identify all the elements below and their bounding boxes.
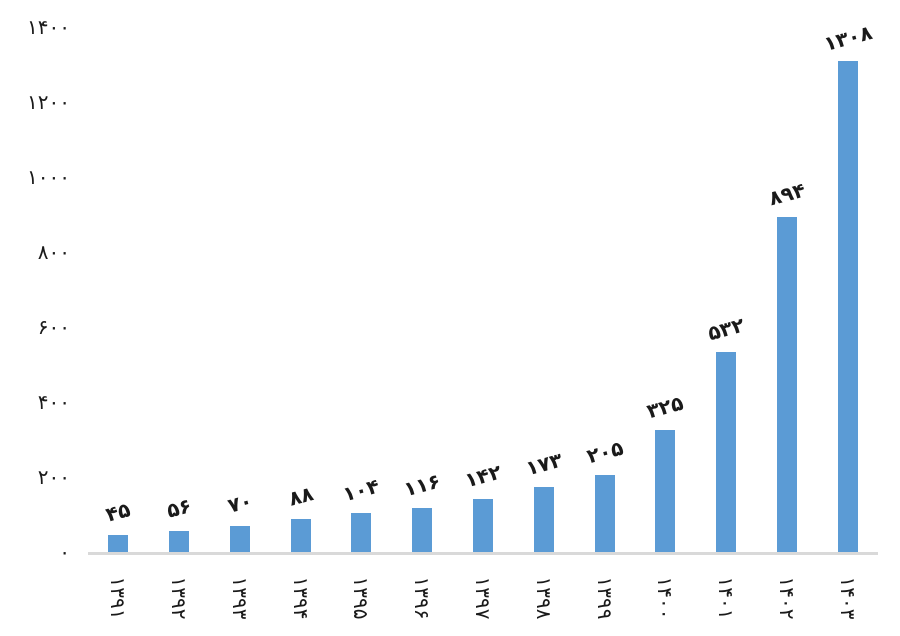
bar [108,535,128,552]
x-tick-label: ۱۴۰۲ [775,576,799,620]
bar-value-label: ۲۰۵ [584,435,626,469]
y-tick-label: ۶۰۰ [37,315,70,339]
x-tick-label: ۱۴۰۱ [714,576,738,620]
x-tick-label: ۱۴۰۳ [836,576,860,620]
bar-value-label: ۳۲۵ [644,390,686,424]
bar [351,513,371,552]
x-tick-label: ۱۳۹۹ [593,576,617,620]
x-tick-label: ۱۳۹۵ [349,576,373,620]
x-tick-label: ۱۳۹۸ [532,576,556,620]
bar [291,519,311,552]
y-tick-label: ۸۰۰ [37,240,70,264]
bar-value-label: ۱۳۰۸ [821,20,875,56]
bar [655,430,675,552]
x-tick-label: ۱۳۹۲ [167,576,191,620]
x-tick-label: ۱۳۹۴ [289,576,313,620]
bar [838,61,858,552]
y-tick-label: ۱۰۰۰ [27,165,70,189]
bar-value-label: ۸۹۴ [766,177,808,211]
y-tick-label: ۴۰۰ [37,390,70,414]
x-tick-label: ۱۳۹۷ [471,576,495,620]
bar [716,352,736,552]
bar-value-label: ۵۳۲ [705,312,747,346]
x-tick-label: ۱۳۹۶ [410,576,434,620]
x-tick-label: ۱۴۰۰ [653,576,677,620]
y-tick-label: ۱۴۰۰ [27,15,70,39]
y-tick-label: ۱۲۰۰ [27,90,70,114]
bar [230,526,250,552]
bar [595,475,615,552]
y-tick-label: ۰ [59,540,70,564]
y-tick-label: ۲۰۰ [37,465,70,489]
bar [169,531,189,552]
bar [473,499,493,552]
x-tick-label: ۱۳۹۳ [228,576,252,620]
x-axis-line [88,552,878,555]
bar [534,487,554,552]
bar [777,217,797,552]
x-tick-label: ۱۳۹۱ [106,576,130,620]
bar [412,508,432,552]
